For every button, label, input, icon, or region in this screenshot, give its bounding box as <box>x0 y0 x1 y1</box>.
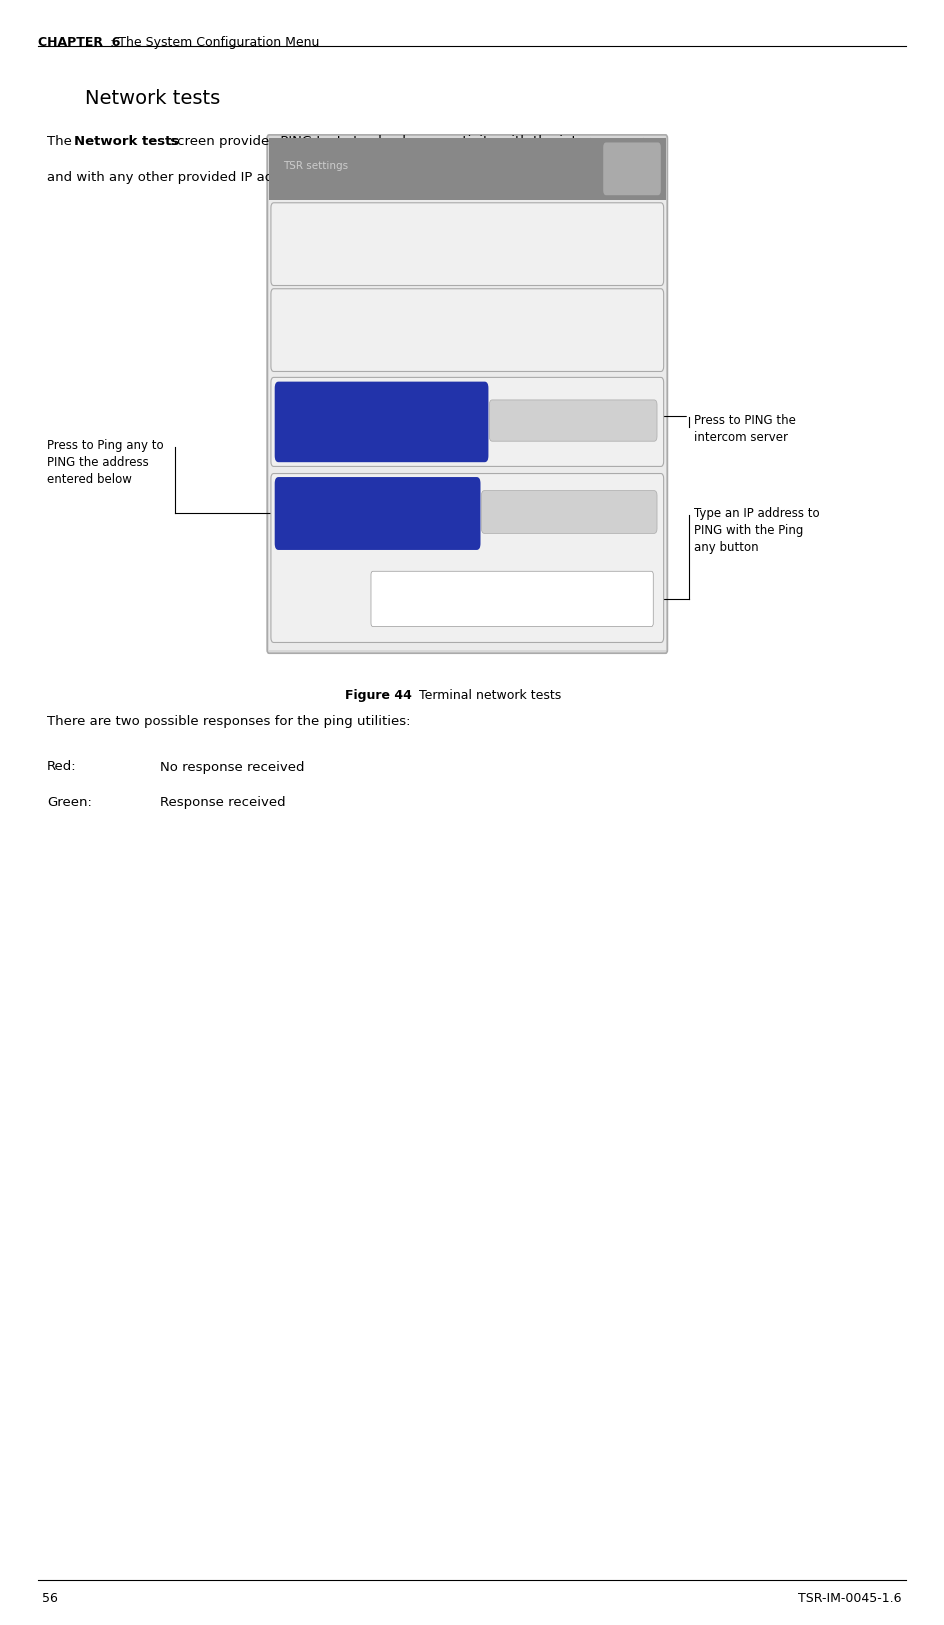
Text: Green:: Green: <box>47 796 93 809</box>
FancyBboxPatch shape <box>275 478 480 549</box>
FancyBboxPatch shape <box>603 143 661 195</box>
Text: ✓: ✓ <box>282 242 294 255</box>
Text: Ping Intercom: Ping Intercom <box>343 418 420 427</box>
Text: and with any other provided IP address.: and with any other provided IP address. <box>47 171 313 184</box>
Text: The: The <box>47 135 76 148</box>
Text: Red:: Red: <box>47 760 76 773</box>
FancyBboxPatch shape <box>269 138 666 200</box>
Text: Network tests: Network tests <box>321 330 409 340</box>
Text: screen provides PING tests to check connectivity with the intercom server: screen provides PING tests to check conn… <box>166 135 666 148</box>
FancyBboxPatch shape <box>271 377 664 466</box>
FancyBboxPatch shape <box>267 135 667 653</box>
Text: No response received: No response received <box>160 760 305 773</box>
Text: TSR-IM-0045-1.6: TSR-IM-0045-1.6 <box>798 1592 902 1606</box>
Text: Network tests: Network tests <box>85 89 220 109</box>
Text: ⊞: ⊞ <box>282 328 294 341</box>
Text: ^: ^ <box>645 330 652 340</box>
Text: Network tests: Network tests <box>74 135 178 148</box>
Text: CHAPTER  6: CHAPTER 6 <box>38 36 120 49</box>
Text: There are two possible responses for the ping utilities:: There are two possible responses for the… <box>47 715 411 728</box>
Text: Type an IP address to
PING with the Ping
any button: Type an IP address to PING with the Ping… <box>694 507 819 554</box>
Text: ^: ^ <box>645 244 652 254</box>
Text: 56: 56 <box>42 1592 59 1606</box>
Text: Figure 44: Figure 44 <box>345 689 412 702</box>
FancyBboxPatch shape <box>275 382 488 462</box>
Text: Tests: Tests <box>321 244 353 254</box>
FancyBboxPatch shape <box>271 203 664 286</box>
Text: Ping address: Ping address <box>283 595 341 603</box>
FancyBboxPatch shape <box>489 400 657 442</box>
Bar <box>269 200 666 650</box>
Text: Press to PING the
intercom server: Press to PING the intercom server <box>694 414 796 444</box>
Text: Done: Done <box>616 164 648 174</box>
Text: Press to Ping any to
PING the address
entered below: Press to Ping any to PING the address en… <box>47 439 164 486</box>
FancyBboxPatch shape <box>271 289 664 372</box>
Text: Ping any: Ping any <box>354 509 401 518</box>
Text: : The System Configuration Menu: : The System Configuration Menu <box>106 36 319 49</box>
Text: Terminal network tests: Terminal network tests <box>415 689 562 702</box>
FancyBboxPatch shape <box>271 473 664 642</box>
Text: Response received: Response received <box>160 796 286 809</box>
FancyBboxPatch shape <box>481 491 657 533</box>
FancyBboxPatch shape <box>371 572 653 627</box>
Text: TSR settings: TSR settings <box>283 161 348 171</box>
